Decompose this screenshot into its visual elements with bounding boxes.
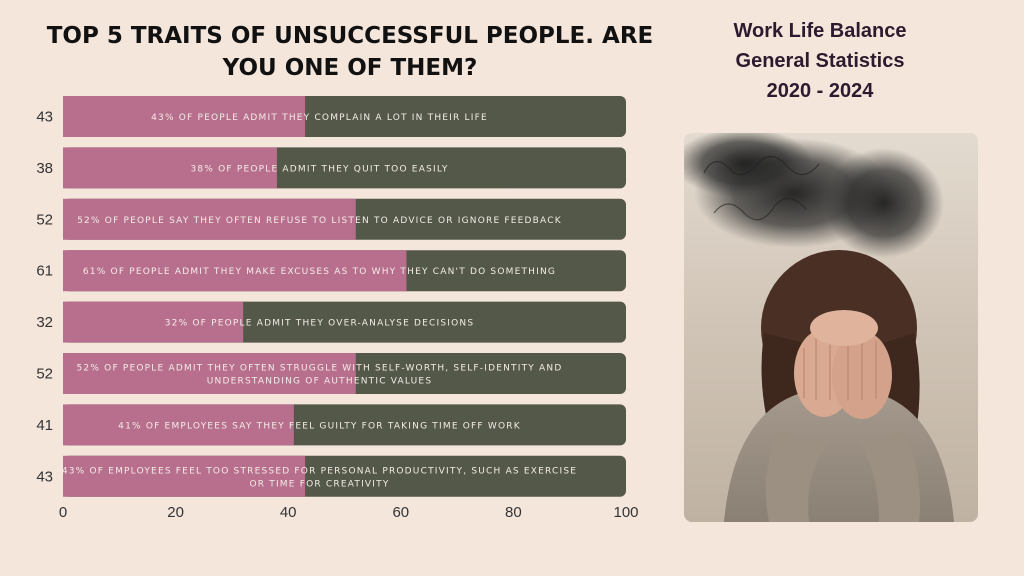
value-label-6: 52 [36, 366, 53, 383]
bar-2 [63, 147, 277, 189]
value-label-4: 61 [36, 263, 53, 280]
bar-label-6: 52% OF PEOPLE ADMIT THEY OFTEN STRUGGLE … [77, 364, 563, 387]
x-tick-label-5: 80 [505, 504, 522, 521]
x-tick-label-2: 20 [167, 504, 184, 521]
x-tick-label-3: 40 [280, 504, 297, 521]
side-heading: Work Life Balance General Statistics 202… [700, 16, 940, 106]
bar-5 [63, 301, 244, 343]
value-label-2: 38 [36, 160, 53, 177]
bar-chart: 43 43% OF PEOPLE ADMIT THEY COMPLAIN A LO… [36, 96, 639, 521]
x-tick-label-6: 100 [613, 504, 638, 521]
bar-label-5: 32% OF PEOPLE ADMIT THEY OVER-ANALYSE DE… [165, 319, 475, 329]
value-label-7: 41 [36, 417, 53, 434]
side-heading-line-3: 2020 - 2024 [766, 80, 874, 102]
x-tick-label-1: 0 [59, 504, 67, 521]
side-heading-line-1: Work Life Balance [733, 20, 907, 42]
side-heading-line-2: General Statistics [735, 50, 905, 72]
bar-7 [63, 404, 294, 446]
bar-4 [63, 250, 407, 292]
bar-label-1: 43% OF PEOPLE ADMIT THEY COMPLAIN A LOT … [151, 113, 488, 123]
value-label-8: 43 [36, 468, 53, 485]
x-tick-label-4: 60 [392, 504, 409, 521]
bar-label-2: 38% OF PEOPLE ADMIT THEY QUIT TOO EASILY [190, 164, 448, 174]
bar-label-4: 61% OF PEOPLE ADMIT THEY MAKE EXCUSES AS… [83, 267, 556, 277]
chart-title: TOP 5 TRAITS OF UNSUCCESSFUL PEOPLE. ARE… [46, 23, 654, 81]
bar-label-3: 52% OF PEOPLE SAY THEY OFTEN REFUSE TO L… [77, 216, 562, 226]
bar-6 [63, 353, 356, 394]
bar-8 [63, 455, 306, 497]
bar-1 [63, 96, 306, 137]
stressed-woman-photo [684, 133, 978, 522]
value-label-3: 52 [36, 211, 53, 228]
bar-label-8: 43% OF EMPLOYEES FEEL TOO STRESSED FOR P… [62, 466, 577, 489]
bar-label-7: 41% OF EMPLOYEES SAY THEY FEEL GUILTY FO… [118, 421, 521, 431]
value-label-1: 43 [36, 109, 53, 126]
value-label-5: 32 [36, 314, 53, 331]
bar-3 [63, 198, 356, 240]
